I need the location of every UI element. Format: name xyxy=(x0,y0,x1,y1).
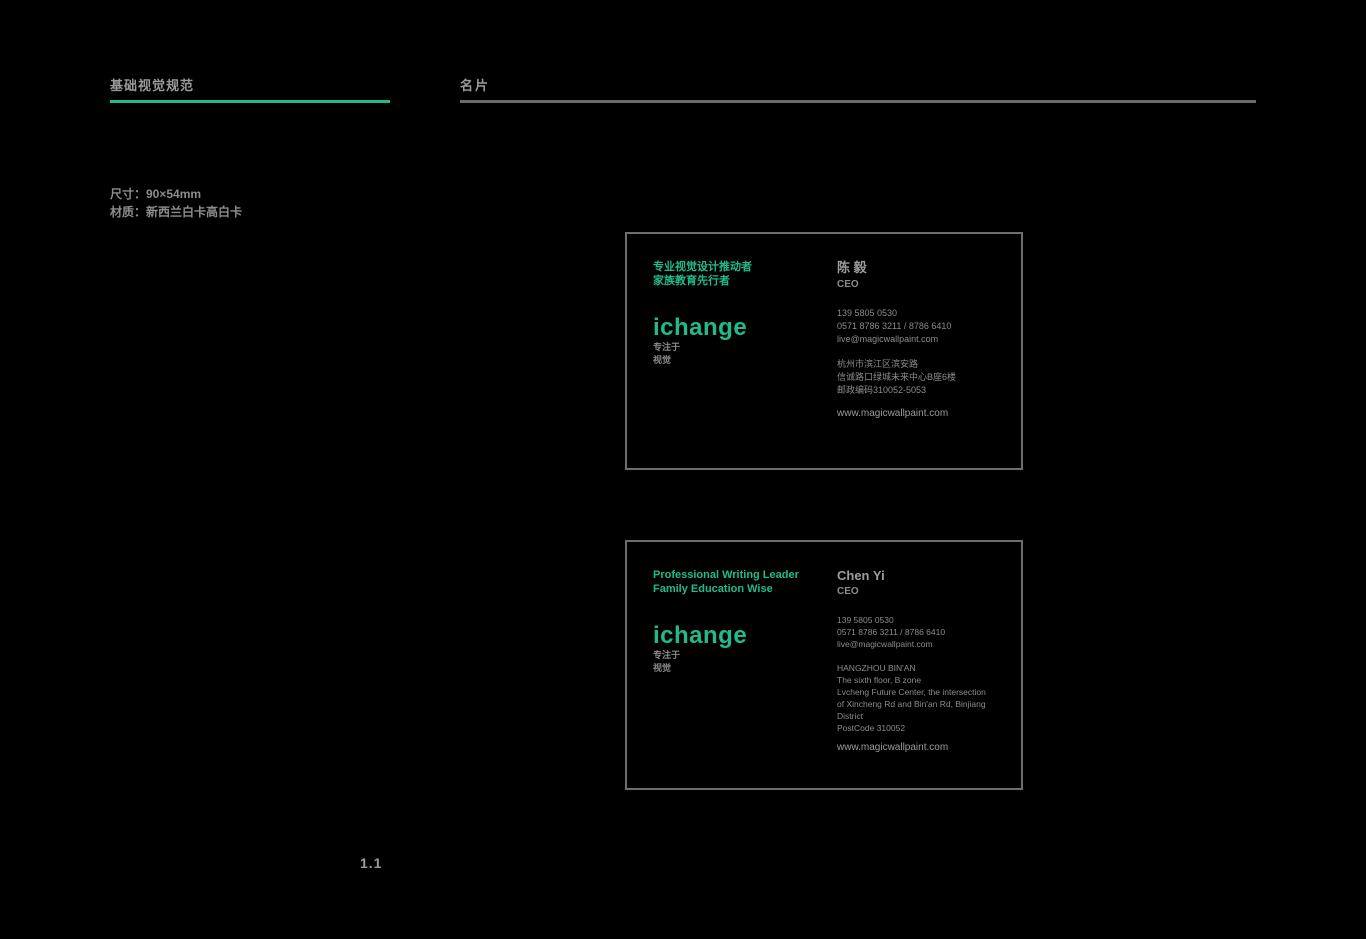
logo-sub1: 专注于 xyxy=(653,342,747,353)
tel-cn: 0571 8786 3211 / 8786 6410 xyxy=(837,320,999,333)
addr-en-head: HANGZHOU BIN'AN xyxy=(837,662,999,674)
addr-cn-3: 邮政编码310052-5053 xyxy=(837,384,999,397)
phone-en: 139 5805 0530 xyxy=(837,614,999,626)
slogan-en-line2: Family Education Wise xyxy=(653,582,799,596)
logo-wordmark: ichange xyxy=(653,316,747,340)
slogan-cn: 专业视觉设计推动者 家族教育先行者 xyxy=(653,260,752,288)
logo-block-en: ichange 专注于 视觉 xyxy=(653,624,747,674)
business-card-chinese: 专业视觉设计推动者 家族教育先行者 ichange 专注于 视觉 陈 毅 CEO… xyxy=(625,232,1023,470)
address-block-cn: 杭州市滨江区滨安路 信诚路口绿城未来中心B座6楼 邮政编码310052-5053 xyxy=(837,358,999,397)
addr-en-2: Lvcheng Future Center, the intersection xyxy=(837,686,999,698)
section-title-right: 名片 xyxy=(460,75,490,94)
card-en-details: Chen Yi CEO 139 5805 0530 0571 8786 3211… xyxy=(837,568,999,754)
slogan-en-line1: Professional Writing Leader xyxy=(653,569,799,581)
slogan-en: Professional Writing Leader Family Educa… xyxy=(653,568,799,596)
addr-en-4: PostCode 310052 xyxy=(837,722,999,734)
divider-rule xyxy=(460,100,1256,103)
person-title-en: CEO xyxy=(837,586,999,598)
tel-en: 0571 8786 3211 / 8786 6410 xyxy=(837,626,999,638)
addr-en-1: The sixth floor, B zone xyxy=(837,674,999,686)
spec-material: 材质：新西兰白卡高白卡 xyxy=(110,203,242,221)
contact-block-cn: 139 5805 0530 0571 8786 3211 / 8786 6410… xyxy=(837,307,999,346)
person-name-cn: 陈 毅 xyxy=(837,260,999,276)
card-cn-details: 陈 毅 CEO 139 5805 0530 0571 8786 3211 / 8… xyxy=(837,260,999,420)
addr-cn-1: 杭州市滨江区滨安路 xyxy=(837,358,999,371)
logo-sub2: 视觉 xyxy=(653,355,747,366)
website-cn: www.magicwallpaint.com xyxy=(837,407,999,420)
addr-cn-2: 信诚路口绿城未来中心B座6楼 xyxy=(837,371,999,384)
logo-sub1-en: 专注于 xyxy=(653,650,747,661)
accent-rule xyxy=(110,100,390,103)
email-cn: live@magicwallpaint.com xyxy=(837,333,999,346)
address-block-en: HANGZHOU BIN'AN The sixth floor, B zone … xyxy=(837,662,999,734)
slogan-cn-line1: 专业视觉设计推动者 xyxy=(653,261,752,273)
person-title-cn: CEO xyxy=(837,278,999,291)
phone-cn: 139 5805 0530 xyxy=(837,307,999,320)
website-en: www.magicwallpaint.com xyxy=(837,742,999,754)
design-spec-page: 基础视觉规范 名片 尺寸：90×54mm 材质：新西兰白卡高白卡 1.1 专业视… xyxy=(0,0,1366,939)
logo-block: ichange 专注于 视觉 xyxy=(653,316,747,366)
business-card-english: Professional Writing Leader Family Educa… xyxy=(625,540,1023,790)
email-en: live@magicwallpaint.com xyxy=(837,638,999,650)
logo-wordmark-en: ichange xyxy=(653,624,747,648)
spec-text: 尺寸：90×54mm 材质：新西兰白卡高白卡 xyxy=(110,185,242,221)
page-number: 1.1 xyxy=(360,855,382,871)
contact-block-en: 139 5805 0530 0571 8786 3211 / 8786 6410… xyxy=(837,614,999,650)
spec-size: 尺寸：90×54mm xyxy=(110,185,242,203)
logo-sub2-en: 视觉 xyxy=(653,663,747,674)
person-name-en: Chen Yi xyxy=(837,568,999,584)
addr-en-3: of Xincheng Rd and Bin'an Rd, Binjiang D… xyxy=(837,698,999,722)
section-title-left: 基础视觉规范 xyxy=(110,75,390,94)
slogan-cn-line2: 家族教育先行者 xyxy=(653,274,752,288)
